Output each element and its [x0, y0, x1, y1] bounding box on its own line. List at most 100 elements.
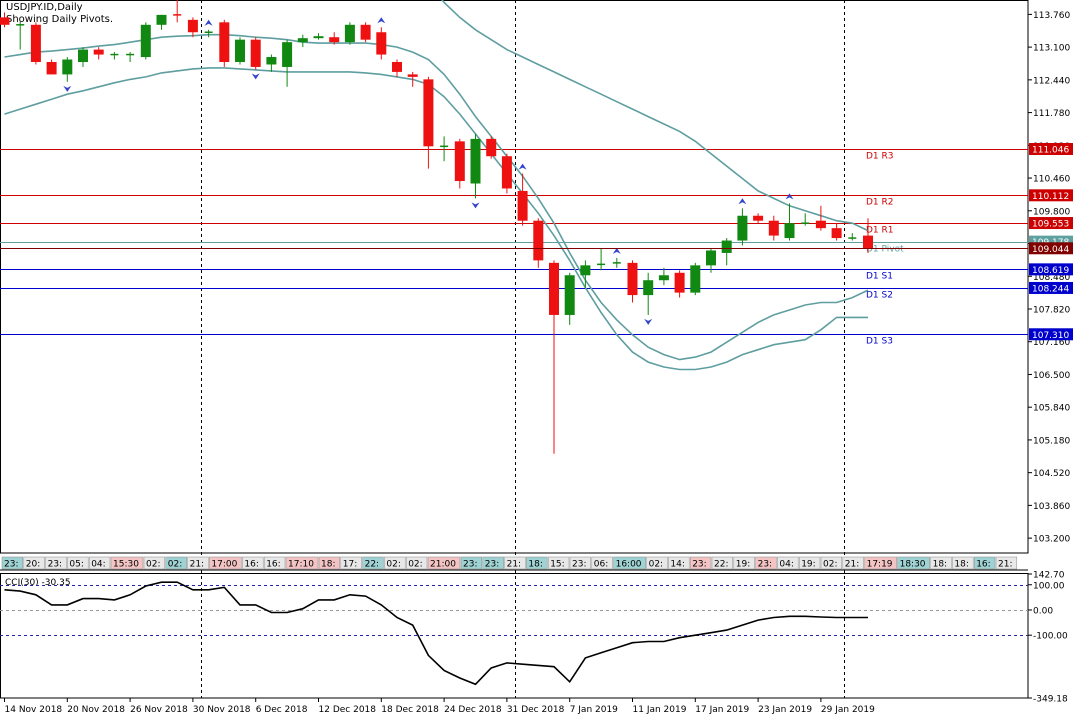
pivot-tag-2-bg — [1029, 217, 1073, 230]
session-tag-8: 21: — [190, 560, 204, 570]
x-tick-label-0: 14 Nov 2018 — [5, 705, 63, 715]
session-tag-36: 21: — [845, 560, 859, 570]
pivot-tag-0-bg — [1029, 142, 1073, 155]
session-tag-bg-39 — [930, 556, 952, 570]
candle-body-30 — [470, 138, 481, 184]
candle-body-17 — [266, 57, 277, 65]
cci-line — [4, 581, 868, 686]
session-tag-32: 23: — [758, 560, 772, 570]
current-price-tag-bg — [1029, 242, 1073, 255]
candle-body-0 — [0, 17, 10, 25]
x-tick-label-10: 11 Jan 2019 — [633, 705, 687, 715]
x-tick-label-2: 26 Nov 2018 — [130, 705, 188, 715]
candle-body-21 — [329, 37, 340, 43]
session-tag-bg-37 — [864, 556, 897, 570]
pivot-tag-0: 111.046 — [1032, 145, 1069, 155]
candle-body-29 — [454, 141, 465, 182]
session-tag-bg-6 — [143, 556, 166, 570]
session-tag-bg-32 — [755, 556, 777, 570]
session-tag-18: 21:00 — [430, 560, 456, 570]
candle-body-2 — [30, 24, 41, 62]
pivot-tag-5: 108.244 — [1032, 284, 1069, 294]
candle-body-36 — [564, 275, 575, 315]
x-tick-label-12: 23 Jan 2019 — [758, 705, 812, 715]
candle-body-31 — [486, 138, 497, 157]
session-tag-35: 02: — [823, 560, 837, 570]
fractal-up-3 — [518, 163, 527, 170]
candle-body-42 — [658, 275, 669, 281]
fractal-down-2 — [471, 202, 480, 209]
session-tag-bg-24 — [569, 556, 592, 570]
session-tag-11: 16: — [266, 560, 280, 570]
pivot-name-0: D1 R3 — [866, 152, 894, 162]
bollinger-upper-line — [441, 0, 869, 232]
session-tag-bg-0 — [1, 556, 24, 570]
session-tag-bg-4 — [88, 556, 111, 570]
cci-tick-label-4: -349.18 — [1033, 695, 1068, 705]
candle-body-26 — [407, 74, 418, 77]
session-tag-3: 05: — [69, 560, 83, 570]
symbol-title: USDJPY.ID,Daily — [6, 2, 83, 13]
session-tag-bg-17 — [405, 556, 428, 570]
candle-body-37 — [580, 265, 591, 276]
pivot-tag-6-bg — [1029, 328, 1073, 341]
session-tag-bg-16 — [384, 556, 406, 570]
session-tag-bg-2 — [45, 556, 67, 570]
session-tag-bg-29 — [689, 556, 712, 570]
session-tag-25: 06: — [594, 560, 608, 570]
fractal-down-0 — [63, 85, 72, 92]
fractal-up-5 — [738, 198, 747, 205]
session-tag-bg-40 — [952, 556, 974, 570]
session-tag-31: 19: — [736, 560, 750, 570]
session-tag-0: 23: — [4, 560, 18, 570]
session-tag-bg-25 — [591, 556, 613, 570]
price-tick-label-14: 104.520 — [1033, 469, 1070, 479]
pivot-tag-5-bg — [1029, 281, 1073, 294]
candle-body-45 — [706, 250, 716, 266]
session-tag-41: 16: — [976, 560, 990, 570]
session-tag-24: 23: — [572, 560, 586, 570]
session-tag-bg-36 — [842, 556, 864, 570]
session-tag-bg-21 — [504, 556, 526, 570]
pivot-name-3: D1 Pivot — [866, 245, 904, 255]
session-tag-bg-18 — [427, 556, 461, 570]
candle-body-46 — [721, 240, 732, 253]
candle-body-32 — [501, 156, 512, 189]
pivot-name-5: D1 S2 — [866, 291, 893, 301]
fractal-up-4 — [612, 247, 621, 254]
current-price-tag: 109.044 — [1032, 245, 1069, 255]
x-tick-label-11: 17 Jan 2019 — [695, 705, 749, 715]
candle-body-44 — [690, 265, 701, 293]
x-tick-label-13: 29 Jan 2019 — [821, 705, 875, 715]
bollinger-middle-line — [4, 33, 869, 361]
session-tag-6: 02: — [146, 560, 160, 570]
cci-tick-label-2: 0.00 — [1033, 606, 1053, 616]
pivot-name-4: D1 S1 — [866, 272, 893, 282]
price-tick-label-3: 111.780 — [1033, 109, 1070, 119]
price-tick-label-8: 108.480 — [1033, 273, 1070, 283]
price-tick-label-15: 103.860 — [1033, 502, 1070, 512]
candle-body-55 — [863, 235, 873, 248]
session-tag-bg-9 — [209, 556, 242, 570]
session-tag-39: 18: — [933, 560, 947, 570]
session-tag-bg-13 — [318, 556, 341, 570]
candle-body-35 — [549, 262, 559, 315]
pivot-tag-2: 109.553 — [1032, 220, 1069, 230]
candle-body-10 — [156, 14, 167, 25]
session-tag-bg-38 — [897, 556, 930, 570]
session-tag-30: 22: — [714, 560, 728, 570]
session-tag-bg-22 — [526, 556, 548, 570]
price-tick-label-10: 107.160 — [1033, 338, 1070, 348]
session-tag-21: 21: — [507, 560, 521, 570]
session-tag-bg-14 — [340, 556, 362, 570]
session-tag-bg-27 — [646, 556, 668, 570]
fractal-up-2 — [377, 17, 386, 24]
price-tick-label-1: 113.100 — [1033, 44, 1070, 54]
session-tag-bg-28 — [668, 556, 690, 570]
session-tag-bg-23 — [547, 556, 570, 570]
price-tick-label-2: 112.440 — [1033, 76, 1070, 86]
candle-body-33 — [517, 190, 528, 221]
session-tag-bg-12 — [285, 556, 319, 570]
